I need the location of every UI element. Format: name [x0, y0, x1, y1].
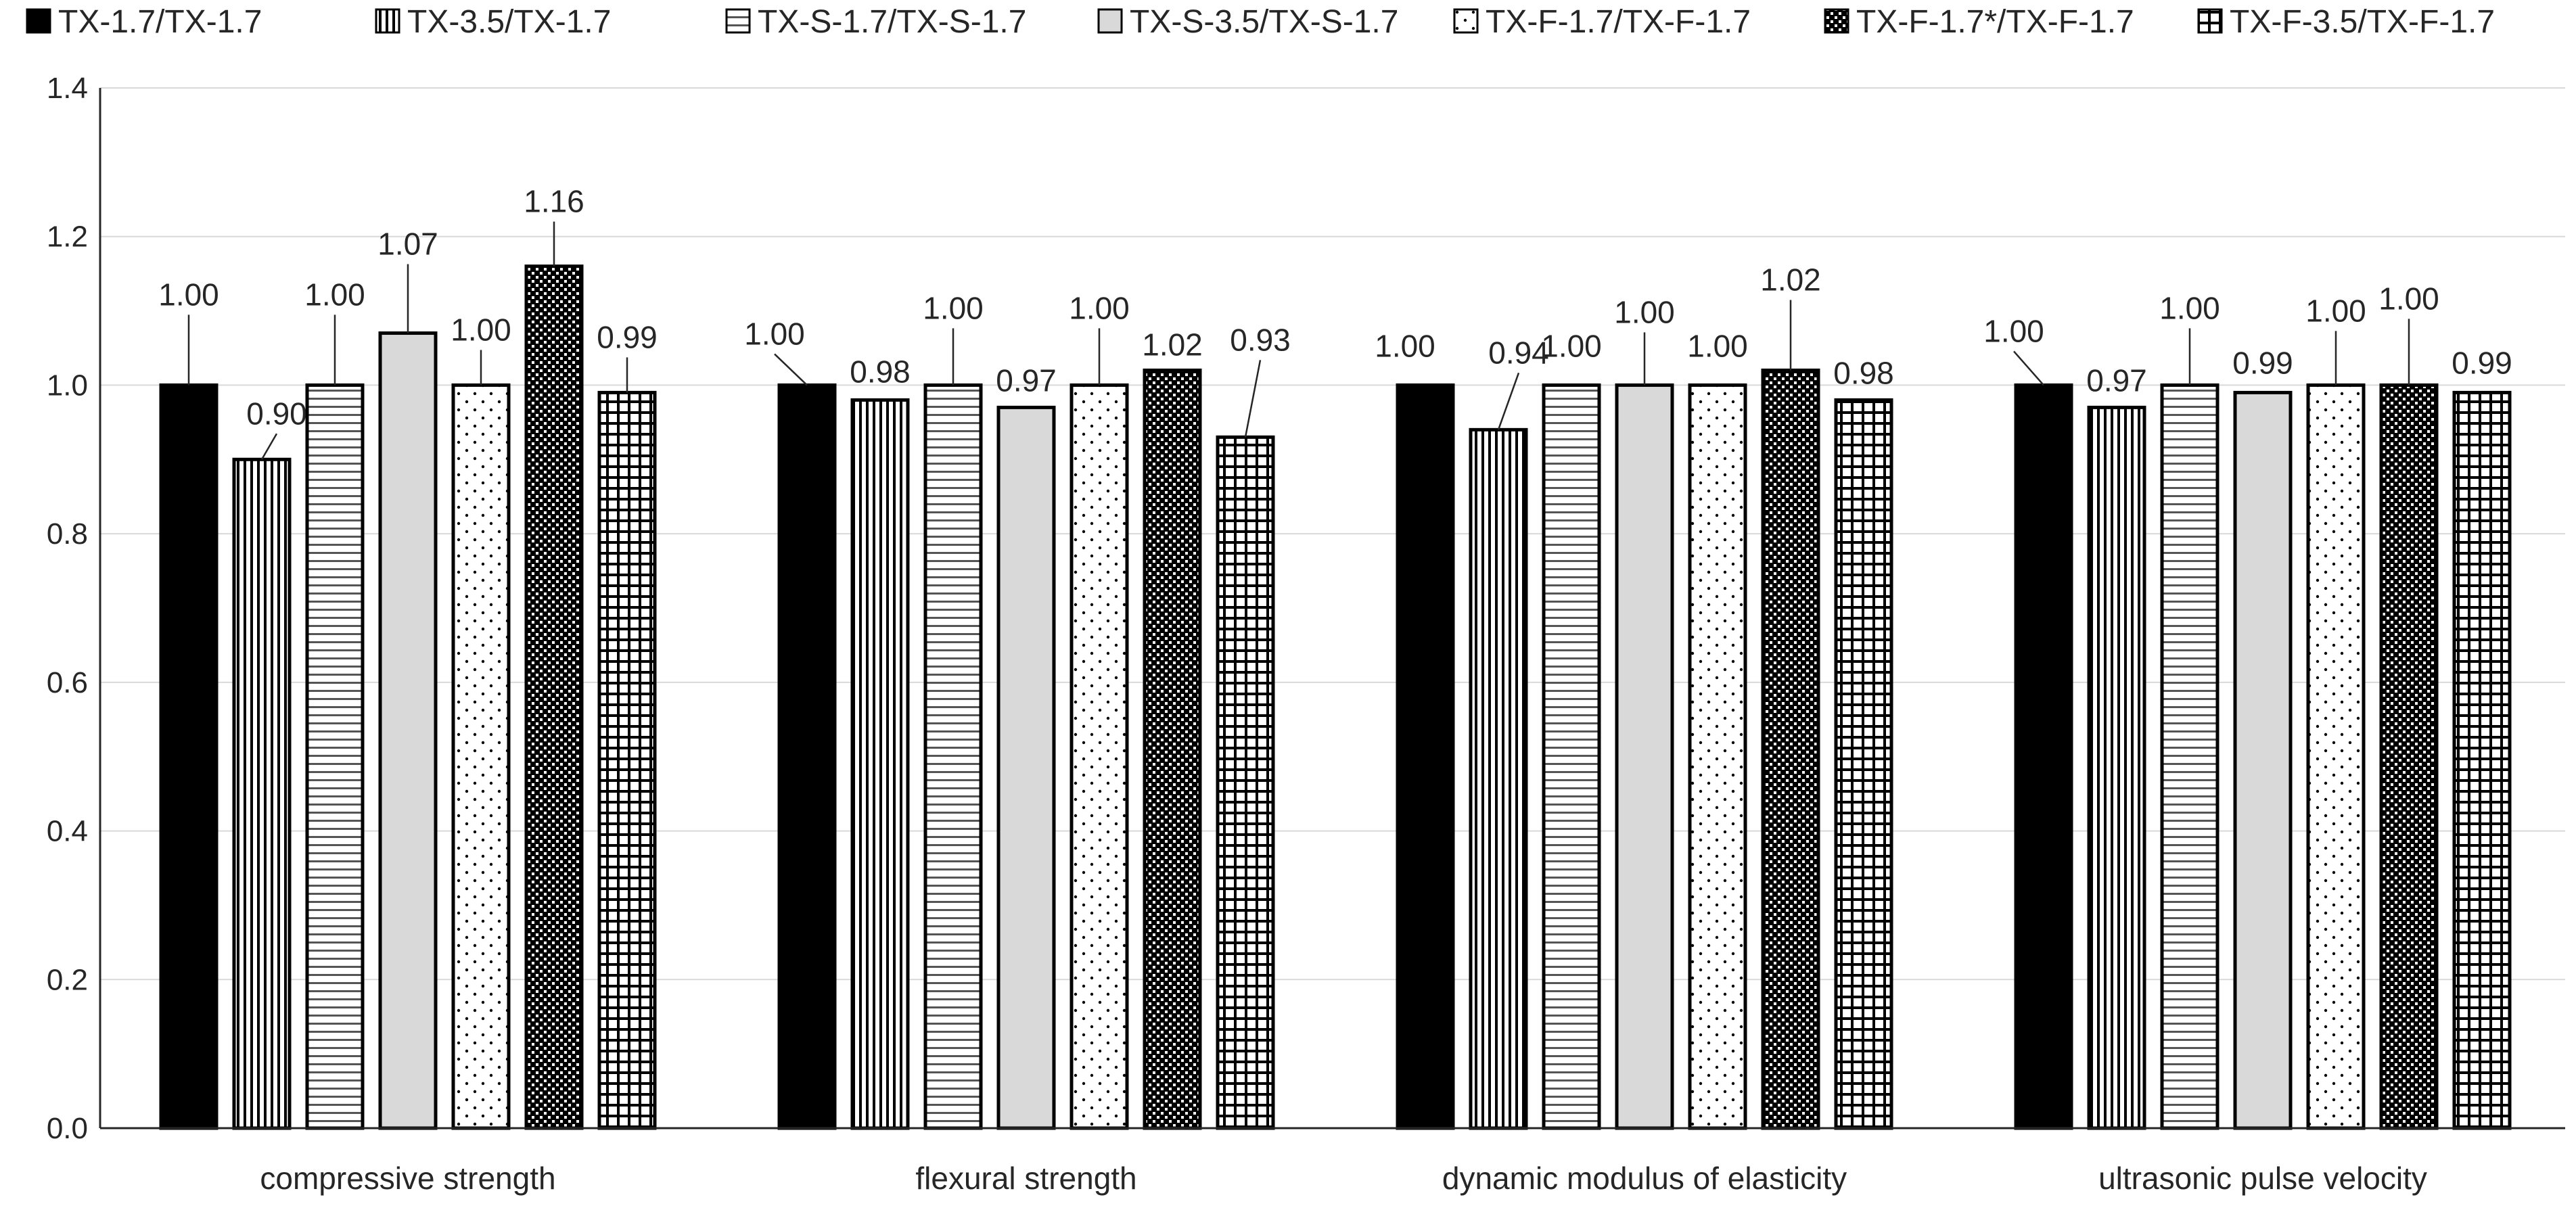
y-tick-label: 1.2	[47, 220, 88, 254]
data-label: 0.90	[246, 396, 307, 431]
bar-solid-black	[2014, 383, 2073, 1130]
data-label: 1.00	[1614, 294, 1675, 329]
data-label: 0.98	[1833, 355, 1894, 390]
bar-grid	[1834, 398, 1893, 1130]
data-label: 0.97	[996, 363, 1057, 398]
bar-dots	[1688, 383, 1747, 1130]
data-label: 0.99	[2232, 345, 2293, 380]
legend-swatch	[1453, 8, 1479, 34]
bars	[159, 264, 2512, 1130]
legend-label: TX-1.7/TX-1.7	[58, 4, 262, 40]
data-label-leader	[774, 353, 808, 386]
bar-horizontal-lines	[2160, 383, 2220, 1130]
bar-solid-gray	[378, 331, 438, 1130]
category-label: dynamic modulus of elasticity	[1442, 1161, 1847, 1196]
category-label: compressive strength	[260, 1161, 555, 1196]
bar-checker	[524, 264, 584, 1130]
bar-vertical-lines	[1469, 427, 1528, 1130]
y-tick-label: 1.0	[47, 369, 88, 402]
bar-checker	[1761, 368, 1820, 1130]
y-tick-label: 0.8	[47, 517, 88, 551]
bar-horizontal-lines	[305, 383, 365, 1130]
data-labels: 1.00 0.90 1.00 1.07 1.00 1.16 0.99 1.00 0.98 1.00…	[158, 184, 2512, 460]
y-tick-label: 1.4	[47, 72, 88, 105]
bar-vertical-lines	[232, 457, 292, 1130]
y-tick-label: 0.2	[47, 963, 88, 996]
category-label: flexural strength	[915, 1161, 1136, 1196]
bar-solid-black	[777, 383, 837, 1130]
data-label: 0.99	[597, 319, 658, 354]
bar-grid	[2452, 390, 2512, 1130]
data-label: 1.00	[2378, 281, 2439, 316]
y-tick-label: 0.4	[47, 815, 88, 848]
bar-solid-gray	[1615, 383, 1674, 1130]
bar-horizontal-lines	[1542, 383, 1601, 1130]
bar-vertical-lines	[850, 398, 910, 1130]
data-label-leader	[260, 433, 278, 460]
bar-solid-gray	[2233, 390, 2293, 1130]
data-label: 1.00	[2305, 293, 2366, 328]
legend-label: TX-3.5/TX-1.7	[407, 4, 611, 40]
bar-vertical-lines	[2087, 405, 2146, 1130]
x-axis: compressive strength flexural strength dyn…	[100, 1127, 2565, 1196]
legend-swatch	[725, 8, 751, 34]
bar-checker	[2379, 383, 2439, 1130]
legend: TX-1.7/TX-1.7 TX-3.5/TX-1.7 TX-S-1.7/TX-S-…	[26, 4, 2495, 40]
bar-dots	[451, 383, 511, 1130]
data-label: 1.00	[304, 277, 365, 312]
bar-dots	[2306, 383, 2366, 1130]
legend-label: TX-S-3.5/TX-S-1.7	[1130, 4, 1398, 40]
data-label: 0.99	[2452, 345, 2512, 380]
data-label: 1.00	[1069, 290, 1130, 325]
data-label: 0.93	[1230, 322, 1291, 357]
data-label: 0.97	[2086, 363, 2147, 398]
data-label-leader	[1244, 360, 1262, 438]
data-label-leader	[2013, 350, 2044, 386]
data-label: 1.00	[1375, 328, 1435, 363]
data-label: 0.98	[850, 354, 911, 389]
legend-label: TX-S-1.7/TX-S-1.7	[758, 4, 1026, 40]
bar-grid	[1216, 435, 1275, 1130]
data-label: 1.00	[158, 277, 219, 312]
data-label: 1.00	[2159, 290, 2220, 325]
data-label: 1.16	[524, 184, 584, 219]
gridlines	[100, 87, 2565, 981]
category-label: ultrasonic pulse velocity	[2098, 1161, 2427, 1196]
bar-solid-black	[159, 383, 218, 1130]
bar-dots	[1070, 383, 1129, 1130]
legend-swatch	[26, 8, 51, 34]
legend-swatch	[2197, 8, 2223, 34]
legend-swatch	[1097, 8, 1123, 34]
data-label: 1.02	[1142, 327, 1203, 362]
data-label-leader	[1497, 372, 1520, 430]
y-tick-label: 0.0	[47, 1112, 88, 1145]
legend-label: TX-F-1.7/TX-F-1.7	[1486, 4, 1751, 40]
data-label: 1.02	[1760, 262, 1821, 297]
bar-grid	[597, 390, 657, 1130]
data-label: 1.00	[1983, 313, 2044, 348]
bar-checker	[1143, 368, 1202, 1130]
legend-swatch	[375, 8, 400, 34]
legend-label: TX-F-3.5/TX-F-1.7	[2230, 4, 2495, 40]
data-label: 0.94	[1488, 335, 1549, 370]
bar-solid-gray	[996, 405, 1056, 1130]
data-label: 1.07	[377, 227, 438, 262]
y-tick-label: 0.6	[47, 666, 88, 699]
legend-label: TX-F-1.7*/TX-F-1.7	[1856, 4, 2134, 40]
data-label: 1.00	[744, 316, 805, 351]
data-label: 1.00	[923, 290, 984, 325]
legend-swatch	[1824, 8, 1849, 34]
bar-horizontal-lines	[923, 383, 983, 1130]
bar-solid-black	[1396, 383, 1455, 1130]
data-label: 1.00	[1687, 328, 1748, 363]
data-label: 1.00	[451, 312, 511, 347]
y-axis: 0.0 0.2 0.4 0.6 0.8 1.0 1.2 1.4	[47, 72, 101, 1145]
data-label: 1.00	[1541, 328, 1602, 363]
